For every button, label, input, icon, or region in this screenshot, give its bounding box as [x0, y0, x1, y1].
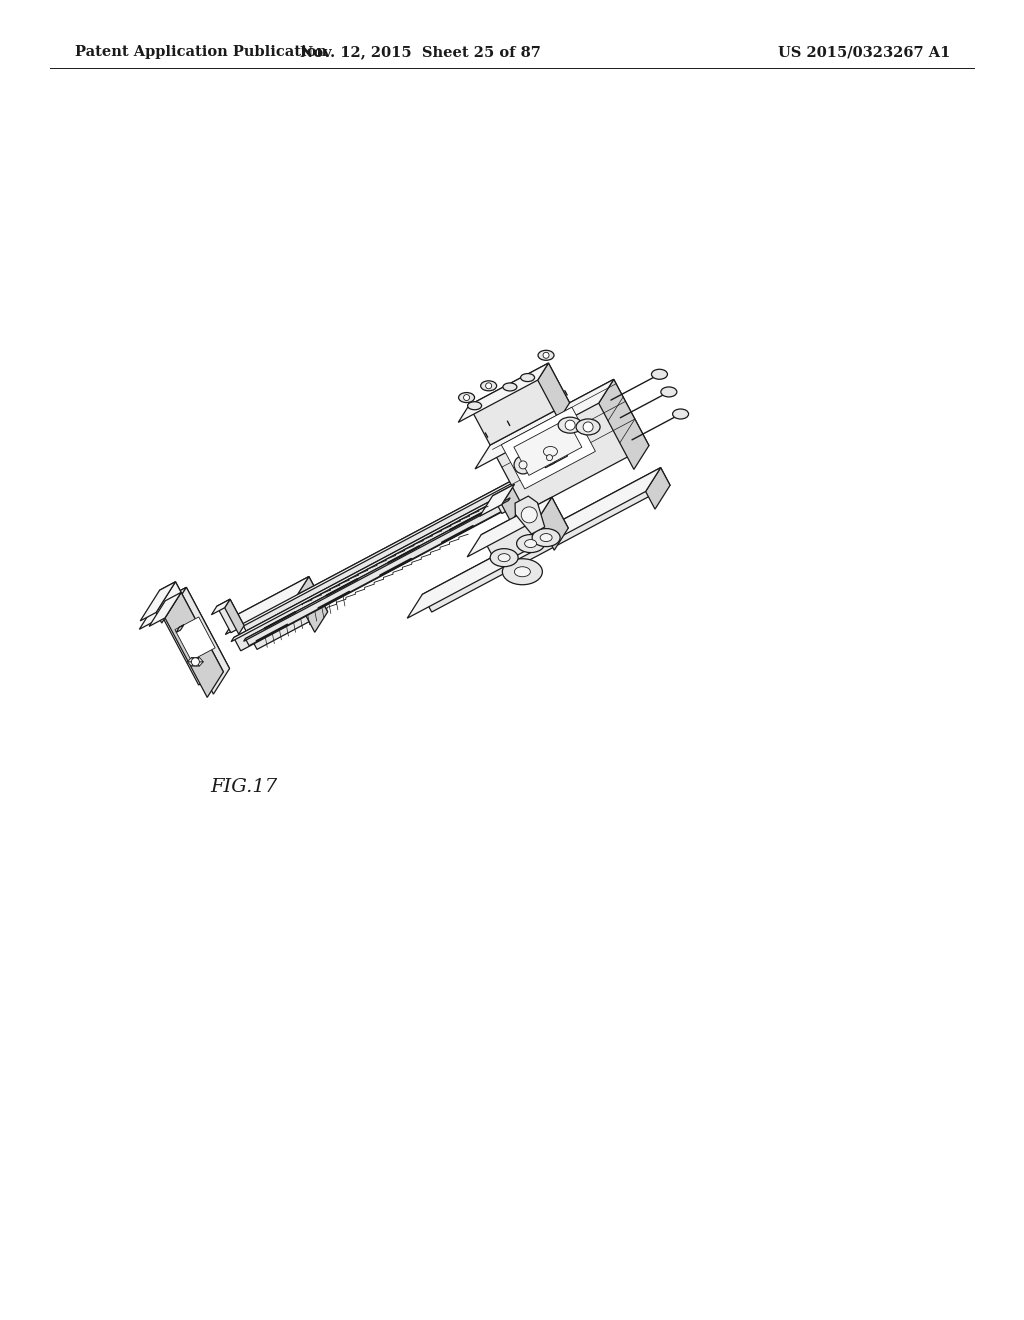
Ellipse shape [480, 380, 497, 391]
Polygon shape [191, 661, 200, 667]
Polygon shape [408, 467, 660, 618]
Polygon shape [514, 418, 582, 475]
Polygon shape [156, 582, 181, 623]
Circle shape [519, 461, 527, 469]
Polygon shape [479, 484, 515, 516]
Polygon shape [422, 467, 670, 612]
Polygon shape [225, 577, 309, 635]
Ellipse shape [558, 417, 583, 433]
Text: Nov. 12, 2015  Sheet 25 of 87: Nov. 12, 2015 Sheet 25 of 87 [300, 45, 541, 59]
Polygon shape [156, 587, 229, 685]
Polygon shape [505, 492, 514, 510]
Polygon shape [538, 363, 569, 420]
Polygon shape [243, 478, 523, 638]
Polygon shape [196, 657, 204, 661]
Polygon shape [502, 407, 595, 488]
Polygon shape [475, 379, 613, 469]
Polygon shape [217, 599, 244, 632]
Polygon shape [196, 661, 204, 667]
Ellipse shape [660, 387, 677, 397]
Polygon shape [246, 498, 514, 645]
Circle shape [565, 420, 575, 430]
Ellipse shape [673, 409, 688, 418]
Polygon shape [239, 577, 328, 649]
Ellipse shape [514, 566, 530, 577]
Circle shape [543, 352, 549, 358]
Polygon shape [180, 624, 194, 648]
Circle shape [583, 422, 593, 432]
Text: FIG.17: FIG.17 [210, 777, 278, 796]
Polygon shape [244, 498, 510, 642]
Polygon shape [233, 492, 514, 651]
Polygon shape [513, 478, 523, 496]
Ellipse shape [577, 418, 600, 434]
Polygon shape [509, 498, 514, 508]
Polygon shape [175, 616, 215, 660]
Ellipse shape [468, 401, 481, 409]
Circle shape [521, 507, 538, 523]
Polygon shape [515, 496, 545, 535]
Polygon shape [224, 599, 244, 634]
Ellipse shape [538, 350, 554, 360]
Polygon shape [179, 624, 194, 645]
Polygon shape [467, 498, 552, 557]
Polygon shape [502, 484, 524, 523]
Polygon shape [211, 599, 230, 615]
Polygon shape [139, 587, 186, 630]
Circle shape [543, 450, 556, 465]
Text: Patent Application Publication: Patent Application Publication [75, 45, 327, 59]
Polygon shape [187, 657, 196, 661]
Polygon shape [176, 624, 183, 632]
Polygon shape [469, 363, 569, 445]
Polygon shape [481, 498, 568, 566]
Ellipse shape [459, 392, 474, 403]
Ellipse shape [517, 535, 545, 553]
Ellipse shape [490, 549, 518, 566]
Circle shape [547, 454, 553, 461]
Polygon shape [165, 593, 223, 680]
Polygon shape [140, 582, 175, 620]
Polygon shape [240, 478, 516, 628]
Circle shape [514, 455, 532, 474]
Ellipse shape [544, 446, 557, 457]
Polygon shape [534, 434, 567, 467]
Polygon shape [458, 363, 549, 422]
Circle shape [485, 383, 492, 389]
Ellipse shape [651, 370, 668, 379]
Polygon shape [645, 467, 670, 510]
Circle shape [464, 395, 470, 400]
Polygon shape [150, 593, 181, 627]
Polygon shape [490, 379, 649, 511]
Polygon shape [187, 661, 196, 667]
Ellipse shape [540, 533, 552, 541]
Polygon shape [170, 587, 229, 694]
Ellipse shape [520, 374, 535, 381]
Polygon shape [538, 498, 568, 550]
Polygon shape [165, 593, 223, 697]
Polygon shape [191, 657, 200, 661]
Ellipse shape [524, 540, 537, 548]
Polygon shape [599, 379, 649, 470]
Ellipse shape [503, 558, 543, 585]
Ellipse shape [532, 528, 560, 546]
Polygon shape [296, 577, 328, 632]
Circle shape [191, 657, 200, 665]
Ellipse shape [503, 383, 517, 391]
Polygon shape [160, 582, 181, 601]
Text: US 2015/0323267 A1: US 2015/0323267 A1 [777, 45, 950, 59]
Ellipse shape [498, 553, 510, 561]
Polygon shape [493, 484, 524, 513]
Polygon shape [231, 492, 508, 642]
